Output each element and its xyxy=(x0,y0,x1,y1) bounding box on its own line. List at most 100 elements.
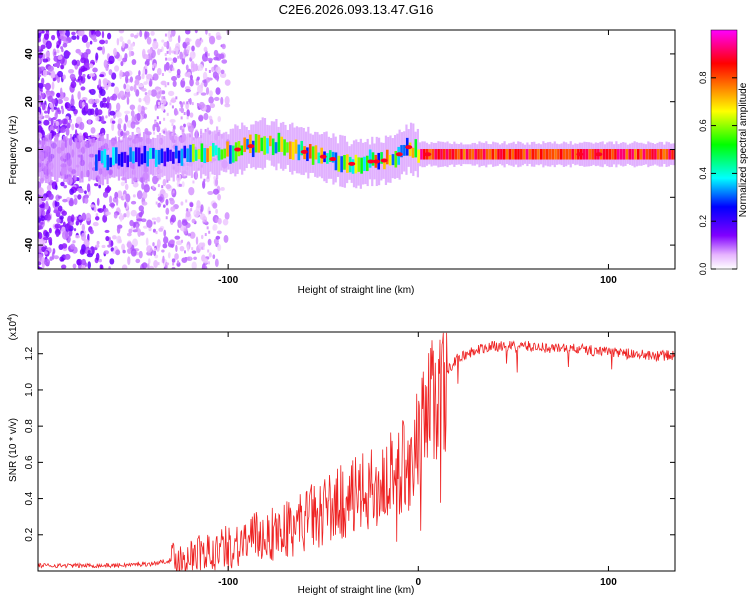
spectrogram-noise-cell xyxy=(170,119,175,122)
spectrogram-noise-cell xyxy=(205,68,207,71)
spectrogram-noise-cell xyxy=(225,96,230,105)
spectrogram-ridge-cell xyxy=(121,152,124,167)
spectrogram-noise-cell xyxy=(139,205,144,211)
spectrogram-ridge-cell xyxy=(178,151,181,164)
spectrogram-noise-cell xyxy=(109,103,112,111)
spectrogram-ridge-cell xyxy=(161,149,164,164)
spectrogram-noise-cell xyxy=(219,53,224,58)
spectrogram-noise-cell xyxy=(216,236,221,240)
spectrogram-noise-cell xyxy=(182,181,185,187)
spectrogram-noise-cell xyxy=(126,92,131,98)
spectrogram-noise-cell xyxy=(77,91,81,100)
spectrogram-noise-cell xyxy=(53,210,59,214)
spectrogram-ridge-cell xyxy=(269,136,272,146)
spectrogram-ridge-cell xyxy=(497,149,500,160)
spectrogram-noise-cell xyxy=(61,265,66,269)
spectrogram-noise-cell xyxy=(54,107,57,110)
spectrogram-noise-cell xyxy=(51,70,56,79)
spectrogram-noise-cell xyxy=(130,33,134,37)
spectrogram-noise-cell xyxy=(72,59,77,65)
spectrogram-ridge-cell xyxy=(543,149,546,160)
spectrogram-noise-cell xyxy=(177,175,179,178)
spectrogram-noise-cell xyxy=(62,243,67,249)
spectrogram-ridge-cell xyxy=(409,143,412,157)
spectrogram-noise-cell xyxy=(196,200,200,208)
spectrogram-noise-cell xyxy=(186,109,190,116)
spectrogram-noise-cell xyxy=(59,36,64,39)
spectrogram-ridge-cell xyxy=(340,156,343,172)
spectrogram-noise-cell xyxy=(108,56,114,64)
spectrogram-ridge-cell xyxy=(195,150,198,161)
spectrogram-noise-cell xyxy=(154,43,156,46)
spectrogram-ridge-cell xyxy=(480,149,483,160)
spectrogram-noise-cell xyxy=(41,44,46,49)
spectrogram-noise-cell xyxy=(44,203,49,210)
spectrogram-ridge-cell xyxy=(474,149,477,160)
spectrogram-noise-cell xyxy=(53,78,56,82)
spectrogram-noise-cell xyxy=(169,46,172,55)
spectrogram-xlabel: Height of straight line (km) xyxy=(298,285,415,296)
spectrogram-noise-cell xyxy=(180,201,183,205)
spectrogram-ridge-cell xyxy=(557,149,560,160)
spectrogram-noise-cell xyxy=(71,32,76,36)
spectrogram-noise-cell xyxy=(192,250,197,253)
spectrogram-ridge-cell xyxy=(611,149,614,160)
spectrogram-noise-cell xyxy=(63,185,67,188)
spectrogram-noise-cell xyxy=(44,111,48,114)
spectrogram-hot-spot xyxy=(595,152,602,156)
spectrogram-noise-cell xyxy=(170,199,175,205)
spectrogram-noise-cell xyxy=(122,264,127,270)
spectrogram-noise-cell xyxy=(117,38,120,45)
spectrogram-noise-cell xyxy=(56,44,59,48)
spectrogram-noise-cell xyxy=(97,208,100,211)
spectrogram-noise-cell xyxy=(44,251,48,255)
spectrogram-noise-cell xyxy=(146,238,149,246)
spectrogram-halo-cell xyxy=(81,136,83,183)
spectrogram-ridge-cell xyxy=(101,151,104,163)
spectrogram-noise-cell xyxy=(131,121,136,129)
spectrogram-noise-cell xyxy=(138,98,141,103)
spectrogram-noise-cell xyxy=(192,180,194,183)
spectrogram-noise-cell xyxy=(144,31,147,40)
spectrogram-ridge-cell xyxy=(135,147,138,162)
spectrogram-noise-cell xyxy=(175,43,180,51)
spectrogram-noise-cell xyxy=(81,233,86,241)
spectrogram-ridge-cell xyxy=(203,148,206,163)
spectrogram-noise-cell xyxy=(60,46,63,49)
spectrogram-noise-cell xyxy=(158,184,160,187)
spectrogram-noise-cell xyxy=(222,44,226,50)
spectrogram-ridge-cell xyxy=(363,157,366,171)
snr-scale-label: (x104) xyxy=(7,314,19,341)
spectrogram-ridge-cell xyxy=(469,149,472,160)
spectrogram-noise-cell xyxy=(215,217,217,223)
figure: C2E6.2026.093.13.47.G16 -100 100-40-20020… xyxy=(0,0,750,600)
spectrogram-ridge-cell xyxy=(623,149,626,160)
spectrogram-noise-cell xyxy=(208,231,210,234)
spectrogram-ridge-cell xyxy=(309,144,312,159)
spectrogram-noise-cell xyxy=(133,84,136,92)
spectrogram-noise-cell xyxy=(82,102,85,107)
spectrogram-noise-cell xyxy=(186,101,188,104)
spectrogram-ridge-cell xyxy=(318,152,321,163)
spectrogram-noise-cell xyxy=(105,40,108,44)
spectrogram-noise-cell xyxy=(53,248,56,254)
spectrogram-ridge-cell xyxy=(443,149,446,160)
spectrogram-ytick-label: -40 xyxy=(24,237,35,252)
spectrogram-noise-cell xyxy=(191,235,193,238)
snr-ytick-label: 0.2 xyxy=(24,527,35,541)
spectrogram-noise-cell xyxy=(62,74,66,79)
spectrogram-noise-cell xyxy=(203,258,208,263)
spectrogram-noise-cell xyxy=(91,34,96,40)
spectrogram-noise-cell xyxy=(104,59,108,68)
spectrogram-noise-cell xyxy=(224,235,229,243)
spectrogram-noise-cell xyxy=(78,190,84,193)
spectrogram-ridge-cell xyxy=(201,143,204,162)
spectrogram-ridge-cell xyxy=(141,153,144,164)
spectrogram-ridge-cell xyxy=(603,149,606,160)
spectrogram-noise-cell xyxy=(165,199,168,206)
spectrogram-ridge-cell xyxy=(266,138,269,153)
spectrogram-ridge-cell xyxy=(278,133,281,152)
spectrogram-noise-cell xyxy=(185,89,191,93)
spectrogram-noise-cell xyxy=(88,250,91,254)
spectrogram-noise-cell xyxy=(190,208,192,211)
